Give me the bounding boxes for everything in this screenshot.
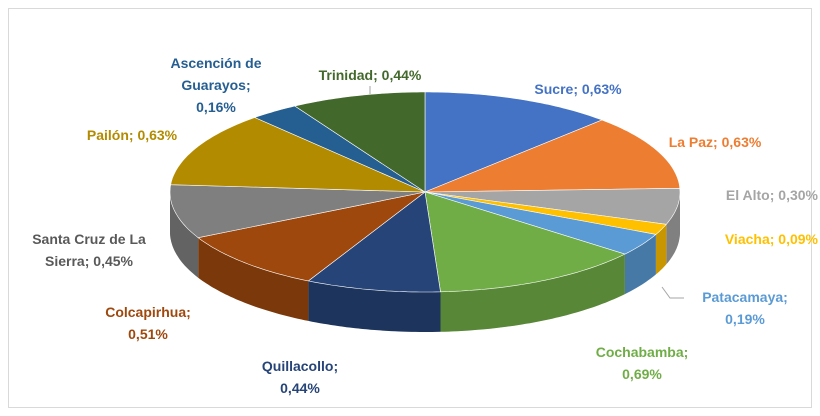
- value-label: 0,09%: [778, 231, 818, 247]
- slice: [424, 91, 603, 193]
- slice-side: [440, 254, 625, 332]
- slice: [307, 191, 441, 293]
- value-label: 0,63%: [581, 81, 622, 97]
- value-label: 0,63%: [137, 127, 178, 143]
- category-name: Sucre: [534, 81, 574, 97]
- slice: [170, 117, 426, 193]
- label-separator: ;: [713, 134, 722, 150]
- slice-side-shade: [624, 234, 656, 295]
- value-label: 0,16%: [196, 99, 236, 115]
- category-name: El Alto: [725, 187, 770, 203]
- slice-side: [308, 280, 441, 332]
- value-label: 0,45%: [93, 253, 133, 269]
- label-separator: ;: [186, 304, 191, 320]
- slice-side-shade: [440, 254, 625, 332]
- data-label: Pailón; 0,63%: [62, 124, 202, 146]
- category-name: La Paz: [668, 134, 714, 150]
- slice-side: [198, 237, 309, 321]
- value-label: 0,44%: [381, 67, 422, 83]
- category-name: Cochabamba: [595, 344, 684, 360]
- category-name: Pailón: [86, 127, 129, 143]
- slice-side: [655, 224, 667, 275]
- slice-side: [666, 192, 680, 265]
- data-label: La Paz; 0,63%: [640, 131, 790, 153]
- slice: [424, 119, 681, 193]
- label-separator: ;: [373, 67, 382, 83]
- data-label: Trinidad; 0,44%: [290, 64, 450, 86]
- category-name: Trinidad: [318, 67, 374, 83]
- slice: [294, 91, 426, 193]
- data-label: Cochabamba; 0,69%: [587, 341, 697, 385]
- label-separator: ;: [84, 253, 94, 269]
- slice-side: [170, 192, 199, 278]
- label-separator: ;: [128, 127, 138, 143]
- slice: [424, 187, 681, 225]
- label-separator: ;: [683, 344, 689, 360]
- slice-side: [624, 234, 656, 295]
- value-label: 0,44%: [280, 380, 320, 396]
- value-label: 0,63%: [721, 134, 762, 150]
- category-name: Colcapirhua: [105, 304, 187, 320]
- label-separator: ;: [769, 187, 779, 203]
- category-name: Patacamaya: [702, 289, 784, 305]
- category-name: Quillacollo: [261, 358, 334, 374]
- label-separator: ;: [769, 231, 779, 247]
- data-label: Ascención de Guarayos; 0,16%: [161, 52, 271, 118]
- data-label: Colcapirhua; 0,51%: [93, 301, 203, 345]
- category-name: Ascención de Guarayos: [170, 55, 262, 93]
- label-separator: ;: [333, 358, 339, 374]
- slice: [424, 191, 667, 235]
- slice: [197, 191, 426, 282]
- label-separator: ;: [245, 77, 251, 93]
- data-label: Viacha; 0,09%: [680, 228, 818, 250]
- label-separator: ;: [573, 81, 582, 97]
- slice: [424, 191, 657, 255]
- slice-side-shade: [198, 237, 309, 321]
- value-label: 0,69%: [622, 366, 662, 382]
- value-label: 0,51%: [128, 326, 168, 342]
- category-name: Viacha: [724, 231, 770, 247]
- slice: [253, 105, 426, 193]
- slice: [169, 184, 426, 239]
- value-label: 0,30%: [778, 187, 818, 203]
- data-label: Santa Cruz de La Sierra; 0,45%: [25, 228, 153, 272]
- label-separator: ;: [783, 289, 788, 305]
- slice-side-shade: [308, 280, 441, 332]
- leader-line: [661, 286, 684, 299]
- data-label: Patacamaya; 0,19%: [695, 286, 795, 330]
- slice-side-shade: [666, 192, 680, 265]
- data-label: El Alto; 0,30%: [680, 184, 818, 206]
- slice-side-shade: [655, 224, 667, 275]
- slice-side-shade: [170, 192, 199, 278]
- data-label: Sucre; 0,63%: [508, 78, 648, 100]
- slice: [424, 191, 626, 293]
- value-label: 0,19%: [725, 311, 765, 327]
- category-name: Santa Cruz de La Sierra: [32, 231, 146, 269]
- data-label: Quillacollo; 0,44%: [250, 355, 350, 399]
